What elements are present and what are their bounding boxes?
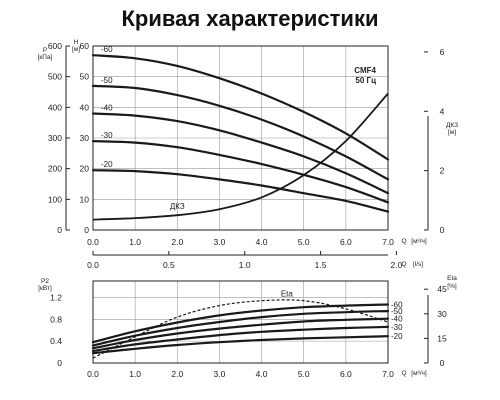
x-tick-label: 3.0 [214, 237, 226, 247]
power-tick-label: 1.2 [50, 292, 62, 302]
pressure-tick-label: 100 [48, 194, 62, 204]
x-axis-label: Q [401, 370, 406, 377]
x-tick-label: 3.0 [214, 369, 226, 379]
flow-ls-tick-label: 2.0 [391, 260, 403, 270]
efficiency-curve [92, 299, 389, 359]
x-tick-label: 5.0 [298, 237, 310, 247]
head-curve-20 [91, 169, 390, 213]
x-tick-label: 0.0 [87, 237, 99, 247]
flow-ls-axis-unit: [l/s] [413, 261, 423, 268]
pressure-axis-label: P [43, 47, 47, 54]
power-axis-label: P2 [41, 278, 49, 285]
pressure-tick-label: 500 [48, 72, 62, 82]
plot-frame [92, 280, 389, 364]
pressure-tick-label: 0 [57, 225, 62, 235]
head-curve-50 [91, 84, 390, 181]
eta-tick-label: 15 [437, 333, 447, 343]
head-curve-30 [91, 140, 390, 204]
flow-ls-tick-label: 1.5 [315, 260, 327, 270]
head-curve-label: -20 [101, 160, 113, 169]
head-curve-label: -40 [101, 103, 113, 112]
power-curve-60 [91, 303, 390, 344]
flow-ls-tick-label: 0.5 [163, 260, 175, 270]
x-tick-label: 7.0 [382, 237, 394, 247]
pressure-tick-label: 400 [48, 102, 62, 112]
flow-ls-tick-label: 1.0 [239, 260, 251, 270]
x-tick-label: 5.0 [298, 369, 310, 379]
npsh-axis-label: ДКЗ [446, 122, 458, 129]
power-axis-unit: [кВт] [38, 285, 52, 292]
frequency-label: 50 Гц [355, 76, 376, 85]
x-tick-label: 6.0 [340, 369, 352, 379]
power-curve-label: -30 [391, 323, 403, 332]
head-axis-label: H [74, 39, 79, 46]
x-axis-unit: [м³/ч] [411, 370, 427, 377]
eta-tick-label: 45 [437, 284, 447, 294]
efficiency-curve-label: Eta [281, 290, 294, 299]
npsh-curve [92, 92, 389, 221]
power-curve-label: -50 [391, 307, 403, 316]
eta-tick-label: 30 [437, 309, 447, 319]
plot-frame [92, 45, 389, 231]
npsh-tick-label: 2 [440, 166, 445, 176]
head-tick-label: 0 [84, 225, 89, 235]
flow-ls-tick-label: 0.0 [87, 260, 99, 270]
x-tick-label: 4.0 [256, 369, 268, 379]
power-curve-30 [91, 325, 390, 353]
pressure-axis-unit: [кПа] [38, 54, 53, 61]
flow-ls-axis-label: Q [401, 261, 406, 268]
head-curve-label: -30 [101, 131, 113, 140]
npsh-axis-unit: [м] [448, 129, 456, 136]
x-tick-label: 4.0 [256, 237, 268, 247]
x-tick-label: 7.0 [382, 369, 394, 379]
head-curve-label: -60 [101, 45, 113, 54]
power-curve-20 [91, 335, 390, 355]
pressure-tick-label: 200 [48, 164, 62, 174]
npsh-curve-label: ДКЗ [170, 202, 185, 211]
power-curve-label: -20 [391, 332, 403, 341]
x-tick-label: 2.0 [171, 237, 183, 247]
npsh-tick-label: 0 [440, 225, 445, 235]
head-curve-60 [91, 54, 390, 161]
head-tick-label: 60 [80, 41, 90, 51]
head-tick-label: 30 [80, 133, 90, 143]
head-tick-label: 10 [80, 194, 90, 204]
x-axis-label: Q [401, 238, 406, 245]
x-tick-label: 6.0 [340, 237, 352, 247]
npsh-tick-label: 4 [440, 106, 445, 116]
power-tick-label: 0.4 [50, 336, 62, 346]
x-tick-label: 1.0 [129, 237, 141, 247]
x-tick-label: 0.0 [87, 369, 99, 379]
power-tick-label: 0.8 [50, 314, 62, 324]
eta-tick-label: 0 [440, 358, 445, 368]
chart-title: Кривая характеристики [121, 6, 379, 31]
power-tick-label: 0 [57, 358, 62, 368]
head-curve-40 [91, 112, 390, 195]
power-curve-40 [91, 317, 390, 350]
x-tick-label: 1.0 [129, 369, 141, 379]
head-axis-unit: [м] [72, 46, 80, 53]
pressure-tick-label: 600 [48, 41, 62, 51]
x-tick-label: 2.0 [171, 369, 183, 379]
head-tick-label: 50 [80, 72, 90, 82]
power-curve-label: -40 [391, 315, 403, 324]
x-axis-unit: [м³/ч] [411, 238, 427, 245]
eta-axis-unit: [%] [447, 283, 457, 290]
head-tick-label: 40 [80, 102, 90, 112]
pressure-tick-label: 300 [48, 133, 62, 143]
head-curve-label: -50 [101, 76, 113, 85]
eta-axis-label: Eta [447, 275, 457, 282]
head-tick-label: 20 [80, 164, 90, 174]
model-label: CMF4 [354, 66, 376, 75]
power-curve-label: -60 [391, 301, 403, 310]
npsh-tick-label: 6 [440, 47, 445, 57]
